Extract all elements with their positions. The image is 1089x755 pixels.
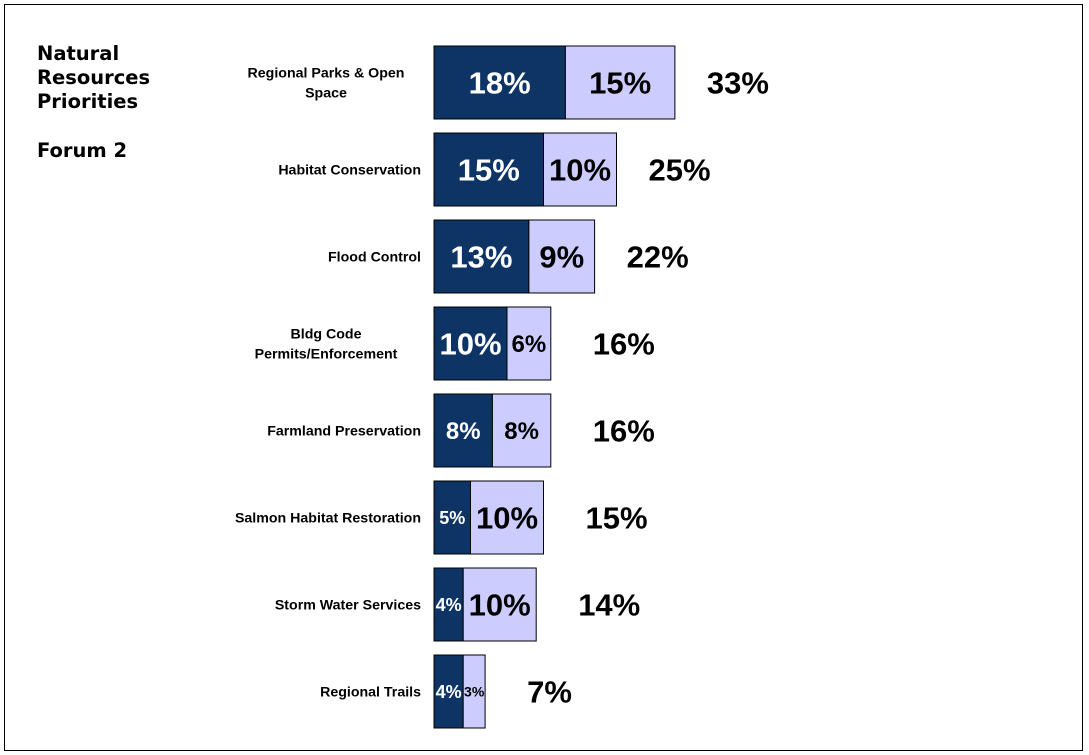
bar-value-label-dark: 10% [439, 327, 501, 362]
bar-segment-dark [433, 654, 464, 729]
bar-value-label-light: 3% [464, 684, 485, 700]
side-title-line-2: Resources [37, 66, 151, 89]
category-label: Permits/Enforcement [255, 347, 398, 363]
bar-total-label: 7% [527, 675, 572, 710]
bar-total-label: 16% [593, 414, 655, 449]
bar-total-label: 14% [578, 588, 640, 623]
bar-segment-dark [433, 45, 566, 120]
bar-value-label-light: 10% [476, 501, 538, 536]
category-label: Salmon Habitat Restoration [235, 511, 421, 527]
bar-value-label-dark: 8% [446, 418, 481, 445]
bar-total-label: 16% [593, 327, 655, 362]
category-label: Storm Water Services [275, 598, 421, 614]
bar-segment-dark [433, 306, 508, 381]
bar-value-label-light: 6% [512, 331, 547, 358]
category-label: Space [305, 86, 347, 102]
bar-segment-dark [433, 219, 530, 294]
side-title-line-3: Priorities [37, 90, 139, 113]
bar-value-label-dark: 4% [436, 682, 462, 702]
forum-label: Forum 2 [37, 139, 128, 162]
bar-segment-light [470, 480, 544, 555]
bar-segment-light [462, 567, 537, 642]
bar-segment-dark [433, 132, 544, 207]
bar-value-label-dark: 13% [450, 240, 512, 275]
side-title-line-1: Natural [37, 42, 120, 65]
bar-segment-light [491, 393, 552, 468]
category-label: Regional Parks & Open [248, 66, 405, 82]
bar-value-label-light: 15% [589, 66, 651, 101]
bar-value-label-dark: 18% [469, 66, 531, 101]
bar-value-label-dark: 15% [458, 153, 520, 188]
bar-value-label-light: 10% [549, 153, 611, 188]
bar-segment-dark [433, 393, 493, 468]
bar-segment-dark [433, 480, 471, 555]
category-label: Habitat Conservation [278, 163, 421, 179]
category-label: Flood Control [328, 250, 421, 266]
bar-segment-light [564, 45, 676, 120]
bar-value-label-light: 9% [539, 240, 584, 275]
bar-value-label-light: 10% [469, 588, 531, 623]
category-label: Bldg Code [291, 327, 362, 343]
bar-total-label: 33% [707, 66, 769, 101]
bar-value-label-dark: 4% [436, 595, 462, 615]
bar-value-label-dark: 5% [439, 508, 465, 528]
bar-segment-dark [433, 567, 464, 642]
bar-total-label: 22% [627, 240, 689, 275]
bar-total-label: 25% [649, 153, 711, 188]
category-label: Farmland Preservation [267, 424, 421, 440]
bar-segment-light [506, 306, 552, 381]
bar-segment-light [543, 132, 617, 207]
bar-total-label: 15% [586, 501, 648, 536]
side-title: Natural Resources Priorities Forum 2 [37, 42, 197, 163]
bar-value-label-light: 8% [504, 418, 539, 445]
bar-segment-light [462, 654, 486, 729]
bar-segment-light [528, 219, 596, 294]
category-label: Regional Trails [320, 685, 421, 701]
